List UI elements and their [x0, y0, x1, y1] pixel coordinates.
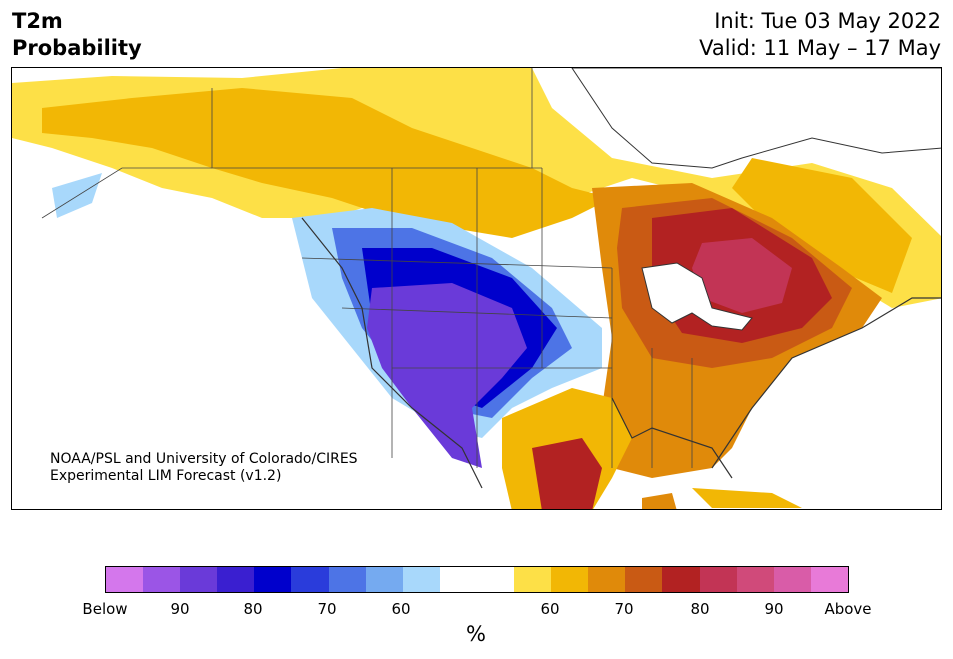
colorbar-segment: [365, 567, 403, 592]
forecast-dates: Init: Tue 03 May 2022 Valid: 11 May – 17…: [699, 8, 941, 62]
credit-line-2: Experimental LIM Forecast (v1.2): [50, 468, 282, 484]
probability-map-graphic: [12, 68, 941, 509]
colorbar-segment: [254, 567, 292, 592]
colorbar-segment: [810, 567, 848, 592]
valid-date: Valid: 11 May – 17 May: [699, 36, 941, 60]
colorbar-segment: [180, 567, 218, 592]
colorbar-tick-label: Above: [824, 600, 872, 618]
credit-note: NOAA/PSL and University of Colorado/CIRE…: [50, 451, 358, 485]
forecast-map: NOAA/PSL and University of Colorado/CIRE…: [11, 67, 942, 510]
colorbar-segment: [551, 567, 589, 592]
colorbar-segment: [291, 567, 329, 592]
alaska-lightblue: [52, 173, 102, 218]
colorbar-segment: [402, 567, 440, 592]
colorbar-tick-label: 80: [690, 600, 710, 618]
west-purple-region: [367, 283, 527, 468]
colorbar-tick-label: 60: [540, 600, 560, 618]
colorbar-tick-label: 70: [614, 600, 634, 618]
title-variable: T2m: [12, 9, 63, 33]
great-lakes: [641, 262, 753, 331]
colorbar-segment: [514, 567, 552, 592]
colorbar-tick-label: 80: [243, 600, 263, 618]
colorbar-segment: [217, 567, 255, 592]
east-canada-gold: [732, 158, 912, 293]
colorbar-tick-label: 90: [764, 600, 784, 618]
colorbar-tick-label: 60: [391, 600, 411, 618]
init-date: Init: Tue 03 May 2022: [714, 9, 941, 33]
colorbar-segment: [143, 567, 181, 592]
north-gold-band: [42, 88, 612, 238]
colorbar-segment: [328, 567, 366, 592]
colorbar-segment: [476, 567, 515, 592]
colorbar-segment: [773, 567, 811, 592]
colorbar-tick-label: Below: [82, 600, 128, 618]
colorbar-segment: [588, 567, 626, 592]
colorbar-tick-label: 70: [317, 600, 337, 618]
east-rose-region: [692, 238, 792, 313]
colorbar-tick-labels: Below 90 80 70 60 60 70 80 90 Above: [0, 600, 953, 620]
bahamas-orange: [642, 493, 677, 509]
title-type: Probability: [12, 36, 142, 60]
political-borders: [41, 68, 693, 468]
map-title: T2m Probability: [12, 8, 142, 62]
colorbar-unit: %: [466, 622, 486, 646]
cuba: [692, 488, 802, 508]
colorbar-segment: [662, 567, 700, 592]
colorbar-segment: [439, 567, 477, 592]
colorbar-tick-label: 90: [170, 600, 190, 618]
colorbar-segment: [699, 567, 737, 592]
south-red-region: [532, 438, 602, 509]
colorbar-segment: [625, 567, 663, 592]
probability-colorbar: [105, 566, 849, 593]
colorbar-segment: [106, 567, 144, 592]
credit-line-1: NOAA/PSL and University of Colorado/CIRE…: [50, 451, 358, 467]
hudson-bay: [571, 68, 941, 169]
colorbar-segment: [736, 567, 774, 592]
coastlines: [301, 217, 941, 489]
